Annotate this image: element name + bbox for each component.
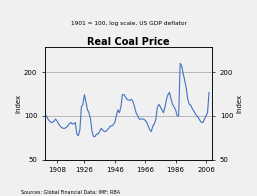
Text: Sources: Global Financial Data; IMF; RBA: Sources: Global Financial Data; IMF; RBA [21,190,120,195]
Text: 1901 = 100, log scale, US GDP deflator: 1901 = 100, log scale, US GDP deflator [71,21,186,26]
Y-axis label: Index: Index [236,93,242,113]
Title: Real Coal Price: Real Coal Price [87,37,170,47]
Y-axis label: Index: Index [15,93,21,113]
